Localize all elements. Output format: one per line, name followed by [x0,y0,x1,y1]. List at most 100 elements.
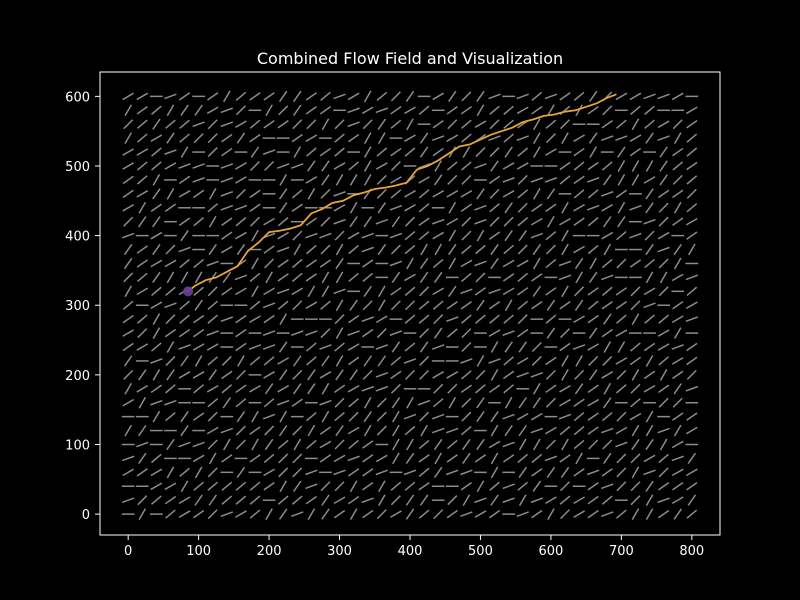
flow-segment [488,300,501,310]
flow-segment [349,299,358,311]
flow-segment [292,119,303,130]
flow-segment [263,92,275,101]
flow-segment [193,258,204,269]
flow-segment [347,426,360,435]
flow-segment [152,313,161,326]
flow-segment [489,119,500,130]
flow-segment [249,272,261,283]
flow-segment [616,384,627,394]
flow-segment [658,314,669,324]
flow-segment [347,107,360,114]
flow-segment [220,427,234,434]
flow-segment [476,90,485,102]
flow-segment [334,147,345,157]
flow-segment [533,257,541,270]
flow-segment [390,510,402,518]
flow-segment [321,355,330,367]
flow-segment [490,257,499,270]
flow-segment [405,452,415,465]
flow-segment [685,106,698,115]
flow-segment [629,92,642,101]
flow-segment [220,107,234,114]
flow-segment [644,314,655,324]
flow-segment [122,162,135,170]
flow-segment [278,90,288,102]
flow-segment [136,287,149,296]
flow-segment [474,260,487,267]
flow-segment [363,216,372,228]
flow-segment [235,120,247,129]
flow-segment [362,369,373,380]
flow-segment [685,316,699,323]
flow-segment [432,231,445,240]
flow-segment [178,328,191,338]
flow-segment [376,91,388,102]
flow-segment [671,468,684,477]
flow-segment [291,203,303,213]
flow-segment [489,188,500,199]
flow-segment [418,176,430,184]
flow-segment [235,328,247,338]
flow-segment [432,147,444,157]
flow-segment [208,494,217,506]
flow-segment [235,176,247,184]
flow-segment [558,260,572,267]
flow-segment [333,384,346,394]
flow-segment [601,190,614,197]
flow-segment [685,217,698,226]
flow-segment [615,189,627,199]
flow-segment [349,508,358,520]
flow-segment [249,495,261,505]
flow-segment [235,105,246,116]
flow-segment [504,299,513,312]
flow-segment [166,271,175,284]
flow-field-layer [121,90,699,520]
flow-segment [348,272,359,283]
flow-segment [686,509,698,519]
flow-segment [136,245,148,254]
flow-segment [588,90,598,102]
flow-segment [262,413,276,420]
flow-segment [686,231,698,240]
flow-segment [165,244,176,255]
flow-segment [517,453,529,464]
flow-segment [503,273,515,282]
flow-segment [447,383,458,394]
flow-segment [178,175,191,185]
flow-segment [222,271,232,284]
flow-segment [277,259,289,268]
flow-segment [389,204,403,211]
flow-segment [645,202,654,214]
flow-segment [530,497,544,504]
flow-segment [589,146,597,158]
flow-segment [208,452,217,465]
flow-segment [249,315,261,323]
flow-segment [489,105,500,115]
flow-segment [686,412,698,421]
flow-segment [559,92,571,101]
flow-segment [546,299,556,311]
flow-segment [544,93,558,100]
flow-segment [687,452,697,465]
flow-segment [672,189,684,199]
flow-segment [362,482,374,491]
flow-segment [193,509,205,519]
flow-segment [362,119,373,130]
flow-segment [686,119,698,129]
flow-segment [305,301,318,310]
flow-segment [503,370,515,380]
flow-segment [264,160,275,172]
flow-segment [378,494,386,507]
flow-segment [573,161,585,171]
flow-segment [545,230,557,241]
flow-segment [404,106,416,115]
flow-segment [305,232,318,239]
flow-segment [390,287,402,296]
flow-segment [474,287,487,296]
flow-segment [390,300,401,311]
flow-segment [630,342,641,352]
flow-segment [503,105,514,115]
flow-segment [220,121,234,128]
flow-segment [250,146,260,158]
flow-segment [136,92,149,101]
